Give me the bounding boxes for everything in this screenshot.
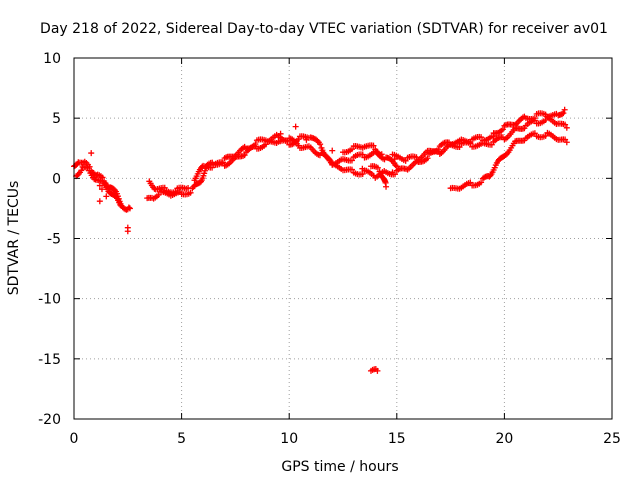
data-point bbox=[292, 123, 299, 130]
data-point bbox=[370, 142, 377, 149]
data-point bbox=[542, 132, 549, 139]
data-point bbox=[435, 146, 442, 153]
x-tick-label: 0 bbox=[70, 431, 79, 447]
data-point bbox=[499, 126, 506, 133]
data-point bbox=[98, 186, 105, 193]
data-point bbox=[326, 156, 333, 163]
data-point bbox=[456, 144, 463, 151]
data-point bbox=[219, 159, 226, 166]
data-point bbox=[561, 106, 568, 113]
data-point bbox=[402, 157, 409, 164]
data-point bbox=[531, 115, 538, 122]
data-point bbox=[241, 152, 248, 159]
y-tick-label: -5 bbox=[47, 232, 61, 248]
data-point bbox=[317, 141, 324, 148]
x-tick-label: 10 bbox=[280, 431, 298, 447]
y-tick-label: -15 bbox=[38, 352, 61, 368]
data-point bbox=[126, 205, 133, 212]
x-tick-label: 25 bbox=[603, 431, 621, 447]
y-tick-label: 10 bbox=[43, 51, 61, 67]
data-point bbox=[284, 137, 291, 144]
data-point bbox=[155, 191, 162, 198]
x-axis-tick-labels: 0 5 10 15 20 25 bbox=[70, 431, 621, 447]
y-axis-tick-labels: -20 -15 -10 -5 0 5 10 bbox=[38, 51, 61, 428]
y-tick-label: 0 bbox=[52, 171, 61, 187]
data-point bbox=[562, 121, 569, 128]
y-axis-label: SDTVAR / TECUs bbox=[6, 181, 22, 296]
data-point bbox=[478, 134, 485, 141]
data-point bbox=[389, 169, 396, 176]
data-point bbox=[378, 151, 385, 158]
data-point bbox=[329, 147, 336, 154]
data-point bbox=[348, 157, 355, 164]
data-point bbox=[103, 193, 110, 200]
y-tick-label: -20 bbox=[38, 412, 61, 428]
data-point bbox=[374, 164, 381, 171]
data-point bbox=[563, 124, 570, 131]
data-point bbox=[88, 150, 95, 157]
data-point bbox=[125, 204, 132, 211]
y-tick-label: 5 bbox=[52, 111, 61, 127]
data-point bbox=[478, 179, 485, 186]
data-point bbox=[96, 198, 103, 205]
data-point bbox=[303, 136, 310, 143]
data-point bbox=[424, 155, 431, 162]
data-point bbox=[124, 228, 131, 235]
data-point bbox=[118, 203, 125, 210]
data-point bbox=[374, 367, 381, 374]
axis-ticks bbox=[73, 57, 613, 420]
data-point bbox=[117, 201, 124, 208]
data-point bbox=[185, 184, 192, 191]
data-point bbox=[383, 183, 390, 190]
y-tick-label: -10 bbox=[38, 292, 61, 308]
data-point bbox=[392, 162, 399, 169]
data-series-av01 bbox=[71, 106, 570, 374]
gridlines bbox=[74, 58, 612, 419]
data-point bbox=[531, 130, 538, 137]
data-point bbox=[348, 146, 355, 153]
x-axis-label: GPS time / hours bbox=[281, 459, 398, 475]
data-point bbox=[313, 136, 320, 143]
data-point bbox=[172, 188, 179, 195]
data-point bbox=[96, 182, 103, 189]
data-point bbox=[359, 151, 366, 158]
data-point bbox=[187, 189, 194, 196]
data-point bbox=[560, 110, 567, 117]
data-point bbox=[161, 184, 168, 191]
chart-title: Day 218 of 2022, Sidereal Day-to-day VTE… bbox=[40, 21, 608, 37]
data-point bbox=[277, 130, 284, 137]
data-point bbox=[502, 152, 509, 159]
x-tick-label: 20 bbox=[495, 431, 513, 447]
x-tick-label: 15 bbox=[388, 431, 406, 447]
data-point bbox=[563, 139, 570, 146]
data-point bbox=[78, 167, 85, 174]
data-point bbox=[262, 141, 269, 148]
data-point bbox=[348, 166, 355, 173]
data-point bbox=[559, 111, 566, 118]
data-point bbox=[359, 170, 366, 177]
data-point bbox=[359, 165, 366, 172]
data-point bbox=[391, 156, 398, 163]
x-tick-label: 5 bbox=[177, 431, 186, 447]
